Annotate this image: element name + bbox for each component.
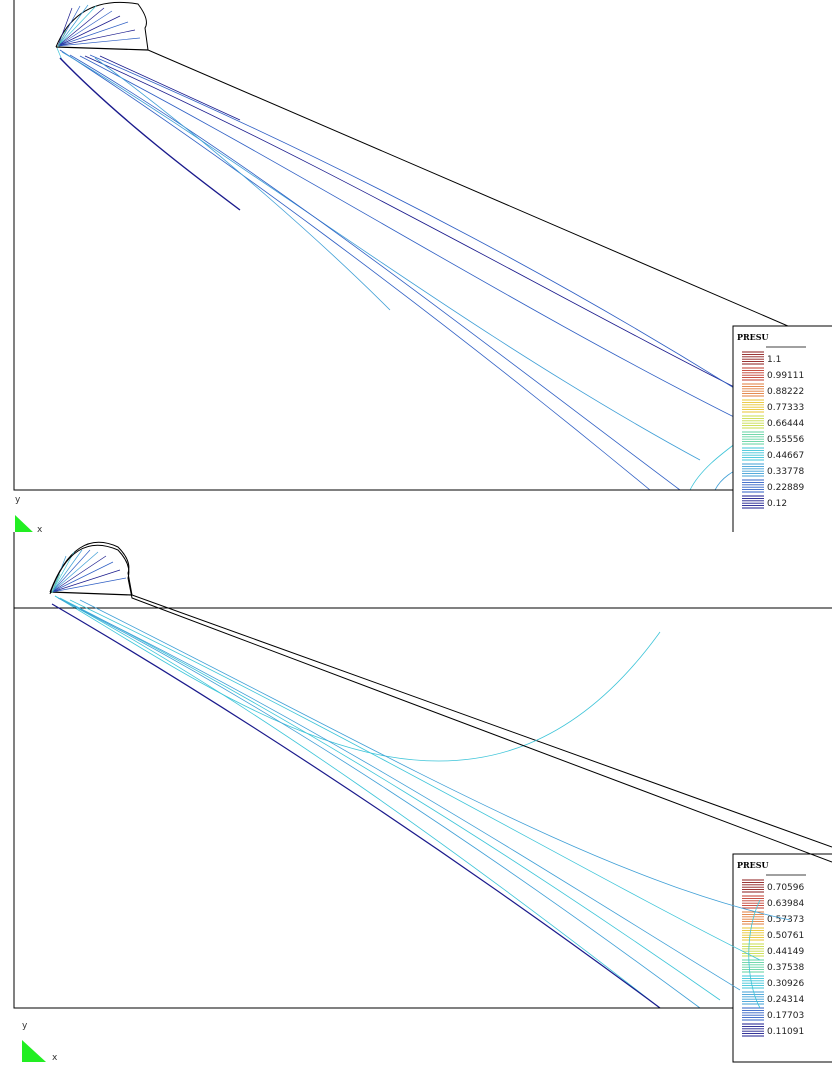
legend-label: 0.11091: [767, 1027, 804, 1037]
nose-contours: [51, 549, 127, 594]
legend-label: 0.44149: [767, 947, 804, 957]
domain-frame: [13, 0, 832, 491]
axis-x-label: x: [37, 525, 43, 532]
legend-label: 0.24314: [767, 995, 804, 1005]
legend-label: 0.30926: [767, 979, 804, 989]
legend-label: 0.70596: [767, 883, 804, 893]
axis-triad-icon: [15, 515, 33, 532]
body-outline: [49, 541, 832, 848]
legend-label: 0.66444: [767, 419, 804, 429]
legend-label: 0.99111: [767, 371, 804, 381]
legend-label: 0.22889: [767, 483, 804, 493]
axis-triad-top: y x: [15, 495, 43, 532]
legend-swatches: [742, 351, 764, 509]
legend-top: PRESU 1.1 0.99111 0.88222 0.77333 0.6644…: [732, 325, 832, 532]
legend-label: 0.57373: [767, 915, 804, 925]
legend-label: 1.1: [767, 355, 781, 365]
contour-panel-bottom: PRESU 0.70596 0.63984 0.57373 0.50761 0.…: [0, 532, 832, 1064]
domain-frame-main: [13, 552, 832, 609]
contour-plot-top: PRESU 1.1 0.99111 0.88222 0.77333 0.6644…: [13, 0, 832, 532]
legend-label: 0.50761: [767, 931, 804, 941]
axis-triad-icon: [22, 1040, 46, 1062]
axis-y-label: y: [15, 495, 21, 505]
legend-label: 0.33778: [767, 467, 804, 477]
contour-plot-bottom: PRESU 0.70596 0.63984 0.57373 0.50761 0.…: [13, 532, 832, 1063]
flow-contours: [54, 595, 661, 762]
body-axis-line: [49, 591, 133, 596]
body-axis-line: [55, 46, 149, 51]
legend-labels: 1.1 0.99111 0.88222 0.77333 0.66444 0.55…: [767, 355, 804, 509]
legend-label: 0.55556: [767, 435, 804, 445]
axis-triad-bottom: y x: [22, 1021, 58, 1063]
legend-label: 0.12: [767, 499, 787, 509]
legend-label: 0.37538: [767, 963, 804, 973]
legend-label: 0.17703: [767, 1011, 804, 1021]
legend-label: 0.63984: [767, 899, 804, 909]
body-outline: [55, 1, 832, 346]
axis-x-label: x: [52, 1053, 58, 1063]
legend-label: 0.44667: [767, 451, 804, 461]
flow-contours: [59, 49, 801, 491]
contour-panel-top: PRESU 1.1 0.99111 0.88222 0.77333 0.6644…: [0, 0, 832, 532]
legend-bottom: PRESU 0.70596 0.63984 0.57373 0.50761 0.…: [732, 853, 832, 1063]
diagonal-contours: [56, 596, 660, 608]
legend-title: PRESU: [737, 860, 769, 870]
legend-box: [732, 325, 832, 532]
legend-label: 0.88222: [767, 387, 804, 397]
axis-y-label: y: [22, 1021, 28, 1031]
legend-title: PRESU: [737, 332, 769, 342]
legend-label: 0.77333: [767, 403, 804, 413]
nose-contours: [56, 4, 141, 61]
